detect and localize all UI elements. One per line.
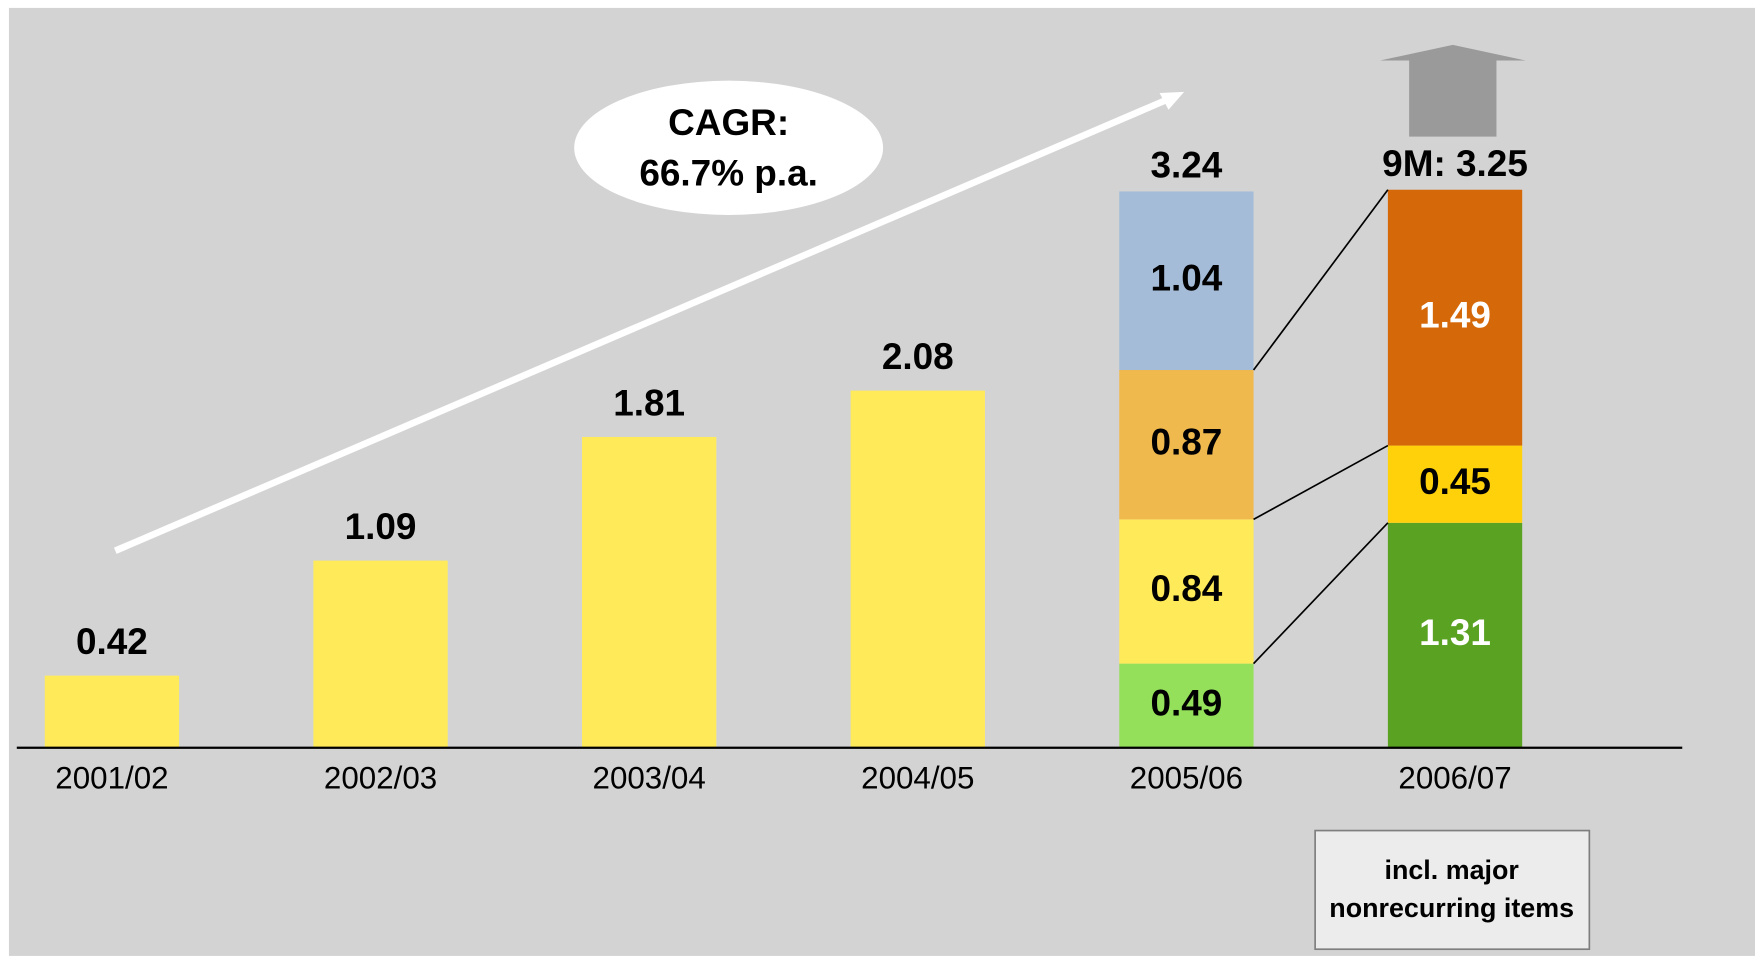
- bar-segment: [1387, 445, 1523, 523]
- value-label: 2.08: [882, 336, 954, 377]
- x-tick-label: 2005/06: [1130, 760, 1243, 795]
- value-label: 1.09: [345, 506, 417, 547]
- bar-segment: [44, 675, 180, 748]
- cagr-value: 66.7% p.a.: [639, 153, 818, 194]
- value-label: 0.87: [1150, 421, 1222, 462]
- bar-segment: [1119, 519, 1254, 664]
- value-label: 0.42: [76, 621, 148, 662]
- note-text: incl. major: [1385, 855, 1520, 885]
- bar-segment: [1119, 370, 1254, 520]
- total-label: 9M: 3.25: [1382, 143, 1528, 184]
- x-tick-label: 2001/02: [55, 760, 168, 795]
- value-label: 1.49: [1419, 294, 1491, 335]
- value-label: 1.81: [613, 382, 685, 423]
- x-tick-label: 2002/03: [324, 760, 437, 795]
- trend-arrow: [113, 95, 1171, 554]
- bar-segment: [1387, 189, 1523, 446]
- value-label: 1.31: [1419, 612, 1491, 653]
- up-arrow: [1380, 44, 1526, 137]
- connector-line: [1253, 444, 1389, 521]
- value-label: 0.84: [1150, 568, 1222, 609]
- bar-segment: [582, 436, 717, 748]
- bar-segment: [1387, 522, 1523, 748]
- bar-segment: [1119, 191, 1254, 371]
- note-box: [1314, 829, 1591, 951]
- x-tick-label: 2006/07: [1398, 760, 1511, 795]
- connector-line: [1252, 189, 1389, 371]
- value-label: 0.49: [1150, 682, 1222, 723]
- value-label: 1.04: [1150, 257, 1222, 298]
- x-tick-label: 2003/04: [593, 760, 706, 795]
- bar-segment: [1119, 663, 1254, 748]
- value-label: 0.45: [1419, 461, 1491, 502]
- note-text: nonrecurring items: [1329, 893, 1574, 923]
- cagr-label: CAGR:: [668, 102, 789, 143]
- x-tick-label: 2004/05: [861, 760, 974, 795]
- total-label: 3.24: [1150, 145, 1222, 186]
- bar-segment: [850, 390, 985, 748]
- bar-segment: [313, 560, 448, 748]
- cagr-bubble: [574, 80, 884, 215]
- connector-line: [1252, 522, 1389, 665]
- trend-arrow-head: [1159, 91, 1185, 110]
